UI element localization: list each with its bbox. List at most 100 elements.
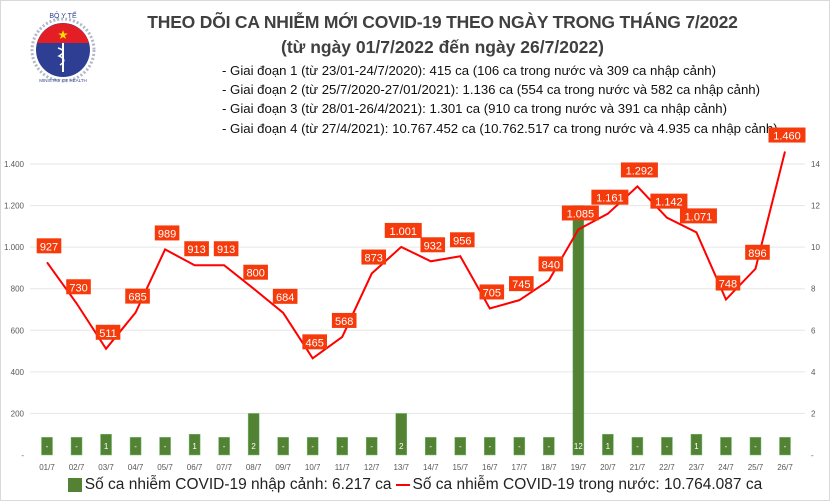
- data-label: 1.161: [596, 193, 624, 205]
- bar-label: -: [518, 442, 521, 451]
- data-label-box: [745, 244, 770, 260]
- bar: [218, 437, 230, 456]
- x-axis-tick: 10/7: [305, 463, 321, 472]
- bar-label: -: [282, 442, 285, 451]
- x-axis-tick: 05/7: [157, 463, 173, 472]
- x-axis-tick: 02/7: [69, 463, 85, 472]
- bar: [425, 437, 437, 456]
- data-label-box: [125, 288, 150, 304]
- bar-label: -: [370, 442, 373, 451]
- data-label-box: [66, 279, 91, 295]
- period-notes: - Giai đoạn 1 (từ 23/01-24/7/2020): 415 …: [222, 61, 778, 138]
- data-label: 873: [365, 253, 383, 265]
- data-label: 748: [719, 279, 737, 291]
- line-series: [46, 151, 786, 360]
- bar-label: -: [725, 442, 728, 451]
- data-label-box: [243, 264, 268, 280]
- data-label: 685: [128, 292, 146, 304]
- x-axis-tick: 18/7: [541, 463, 557, 472]
- data-label-box: [679, 208, 717, 224]
- bar: [779, 437, 791, 456]
- bar-label: -: [666, 442, 669, 451]
- x-axis-tick: 21/7: [630, 463, 646, 472]
- data-label: 1.142: [655, 197, 683, 209]
- left-axis-tick: 600: [11, 326, 25, 335]
- data-label: 896: [748, 248, 766, 260]
- data-label: 913: [217, 244, 235, 256]
- bar-label: -: [784, 442, 787, 451]
- right-axis-tick: 14: [811, 160, 820, 169]
- bar: [159, 437, 171, 456]
- bar: [41, 437, 53, 456]
- data-label-box: [620, 162, 658, 178]
- bar: [395, 413, 407, 456]
- bar-label: 2: [251, 442, 256, 451]
- bar: [70, 437, 83, 456]
- bar: [188, 433, 201, 456]
- bar: [306, 437, 319, 456]
- data-label-box: [361, 249, 387, 265]
- data-label: 1.292: [626, 165, 654, 177]
- x-axis-tick: 24/7: [718, 463, 734, 472]
- bar-label: 12: [574, 442, 583, 451]
- data-label-box: [538, 256, 564, 272]
- legend-label-line: Số ca nhiễm COVID-19 trong nước: 10.764.…: [412, 476, 763, 493]
- note-line: - Giai đoạn 3 (từ 28/01-26/4/2021): 1.30…: [222, 101, 728, 117]
- right-axis-tick: 2: [811, 409, 816, 418]
- x-axis-tick: 14/7: [423, 463, 439, 472]
- x-axis-tick: 06/7: [187, 463, 203, 472]
- bar: [661, 437, 673, 456]
- data-label: 568: [335, 316, 353, 328]
- left-axis-tick: 800: [11, 285, 25, 294]
- x-axis-tick: 11/7: [335, 463, 351, 472]
- bar: [513, 437, 526, 456]
- bar: [690, 433, 703, 456]
- bar: [749, 437, 762, 456]
- bar-label: -: [134, 442, 137, 451]
- data-label-box: [95, 324, 121, 340]
- x-axis-tick: 15/7: [452, 463, 468, 472]
- svg-text:MINISTRY OF HEALTH: MINISTRY OF HEALTH: [39, 78, 87, 83]
- legend: Số ca nhiễm COVID-19 nhập cảnh: 6.217 ca…: [0, 476, 830, 494]
- data-label: 927: [40, 241, 58, 253]
- data-label-box: [715, 275, 741, 291]
- x-axis-tick: 07/7: [216, 463, 232, 472]
- data-label-box: [449, 232, 475, 248]
- data-label: 913: [187, 244, 205, 256]
- bar-label: -: [548, 442, 551, 451]
- left-axis-tick: 200: [11, 409, 25, 418]
- note-line: - Giai đoạn 1 (từ 23/01-24/7/2020): 415 …: [222, 63, 717, 78]
- data-label: 800: [246, 268, 264, 280]
- data-label: 956: [453, 235, 471, 247]
- x-axis-tick: 20/7: [600, 463, 616, 472]
- right-axis-tick: 12: [811, 202, 820, 211]
- data-label-box: [331, 312, 357, 328]
- legend-swatch-bar: [67, 478, 82, 492]
- data-label-box: [272, 288, 298, 304]
- bar: [277, 437, 289, 456]
- svg-text:BỘ Y TẾ: BỘ Y TẾ: [49, 10, 77, 20]
- x-axis-tick: 01/7: [39, 463, 55, 472]
- bar: [484, 437, 496, 456]
- x-axis-tick: 22/7: [659, 463, 675, 472]
- bar-label: -: [459, 442, 462, 451]
- data-label: 989: [158, 228, 176, 240]
- bar-label: -: [636, 442, 639, 451]
- data-label-box: [768, 127, 806, 143]
- bar-label: -: [46, 442, 49, 451]
- data-label-box: [213, 241, 239, 257]
- legend-swatch-line: [395, 484, 410, 486]
- x-axis-tick: 23/7: [689, 463, 705, 472]
- data-label: 465: [306, 337, 324, 349]
- data-label-box: [36, 238, 62, 254]
- data-label-box: [591, 189, 629, 205]
- bar-label: -: [75, 442, 78, 451]
- right-axis-tick: 6: [811, 326, 816, 335]
- right-axis-tick: 4: [811, 368, 816, 377]
- x-axis-tick: 26/7: [777, 463, 793, 472]
- data-label-box: [302, 334, 327, 350]
- bar-label: -: [223, 442, 226, 451]
- x-axis-tick: 03/7: [98, 463, 114, 472]
- bar: [602, 433, 614, 456]
- bar-label: -: [488, 442, 491, 451]
